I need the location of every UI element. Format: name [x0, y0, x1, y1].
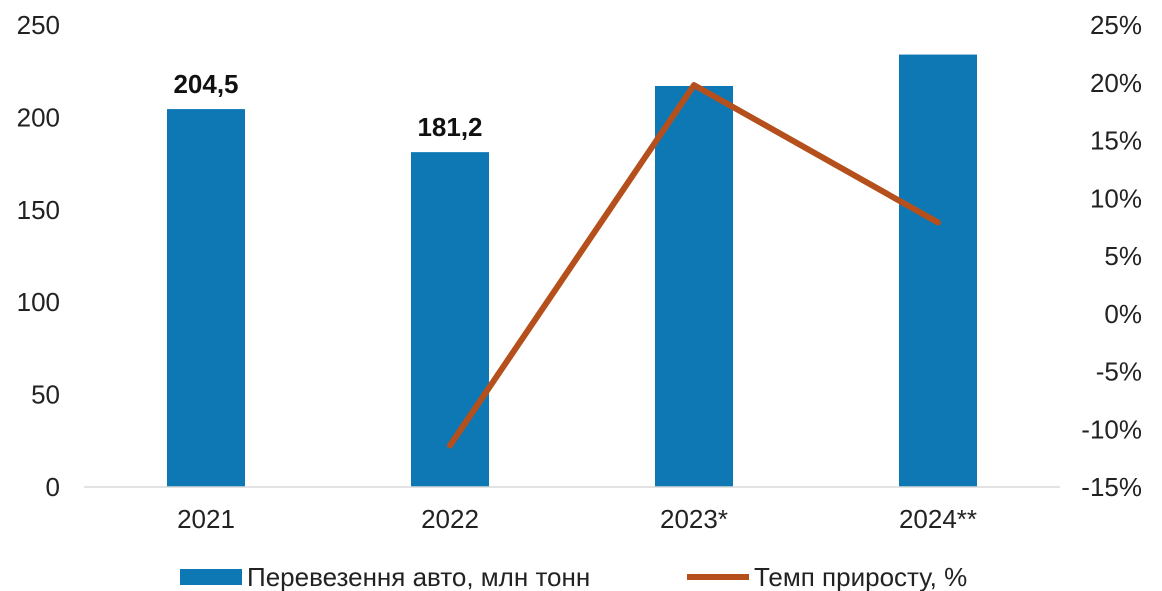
right-axis-tick: -5%: [1096, 357, 1142, 387]
x-axis: 2021 2022 2023* 2024**: [177, 504, 977, 534]
right-axis: -15% -10% -5% 0% 5% 10% 15% 20% 25%: [1081, 10, 1142, 502]
bar-data-label: 181,2: [417, 112, 482, 142]
left-axis-tick: 200: [17, 102, 60, 132]
x-axis-tick: 2024**: [899, 504, 977, 534]
left-axis-tick: 100: [17, 287, 60, 317]
right-axis-tick: -10%: [1081, 414, 1142, 444]
right-axis-tick: 0%: [1104, 299, 1142, 329]
bar: [167, 109, 245, 488]
line-series: [447, 82, 941, 449]
right-axis-tick: 20%: [1090, 68, 1142, 98]
left-axis-tick: 0: [46, 472, 60, 502]
bar: [899, 54, 977, 488]
legend-bar-swatch: [180, 569, 242, 585]
bar: [411, 152, 489, 487]
bar-series: [167, 54, 977, 488]
bar-data-label: 204,5: [173, 69, 238, 99]
left-axis-tick: 50: [31, 380, 60, 410]
right-axis-tick: -15%: [1081, 472, 1142, 502]
x-axis-tick: 2022: [421, 504, 479, 534]
bar: [655, 85, 733, 487]
right-axis-tick: 25%: [1090, 10, 1142, 40]
left-axis: 0 50 100 150 200 250: [17, 10, 60, 502]
right-axis-tick: 15%: [1090, 126, 1142, 156]
x-axis-tick: 2021: [177, 504, 235, 534]
right-axis-tick: 5%: [1104, 241, 1142, 271]
legend-bar-label: Перевезення авто, млн тонн: [247, 562, 590, 591]
right-axis-tick: 10%: [1090, 183, 1142, 213]
bar-data-labels: 204,5 181,2: [173, 69, 482, 142]
x-axis-tick: 2023*: [660, 504, 728, 534]
legend-line-label: Темп приросту, %: [754, 562, 967, 591]
left-axis-tick: 250: [17, 10, 60, 40]
left-axis-tick: 150: [17, 195, 60, 225]
legend: Перевезення авто, млн тонн Темп приросту…: [180, 562, 967, 591]
legend-line-swatch: [687, 574, 749, 580]
